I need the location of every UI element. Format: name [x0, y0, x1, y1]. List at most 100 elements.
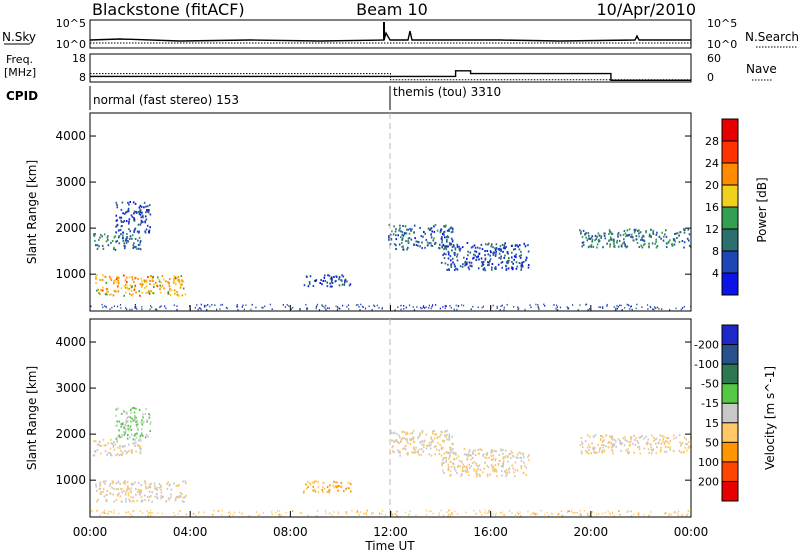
scatter-cell	[625, 449, 627, 452]
scatter-cell	[331, 282, 334, 284]
scatter-cell	[331, 285, 333, 288]
scatter-cell	[374, 305, 376, 308]
scatter-cell	[512, 467, 514, 470]
scatter-cell	[475, 258, 478, 261]
scatter-cell	[225, 306, 227, 309]
scatter-cell	[131, 234, 134, 237]
scatter-cell	[389, 233, 392, 236]
scatter-cell	[540, 509, 542, 512]
scatter-cell	[156, 489, 159, 491]
scatter-cell	[509, 457, 512, 460]
scatter-cell	[133, 288, 136, 291]
scatter-cell	[139, 240, 142, 243]
scatter-cell	[631, 233, 633, 236]
scatter-cell	[488, 512, 490, 514]
scatter-cell	[179, 492, 182, 494]
scatter-cell	[651, 452, 653, 455]
scatter-cell	[474, 250, 476, 253]
scatter-cell	[121, 445, 124, 448]
scatter-cell	[454, 469, 457, 472]
scatter-cell	[449, 243, 451, 246]
scatter-cell	[613, 245, 615, 248]
scatter-cell	[326, 486, 329, 488]
scatter-cell	[433, 230, 436, 233]
scatter-cell	[110, 442, 112, 445]
colorbar-tick-label: 200	[698, 475, 719, 488]
scatter-cell	[457, 455, 460, 458]
scatter-cell	[446, 429, 448, 432]
scatter-cell	[403, 305, 405, 307]
scatter-cell	[427, 244, 429, 247]
scatter-cell	[135, 493, 137, 496]
scatter-cell	[349, 482, 352, 485]
scatter-cell	[445, 248, 448, 251]
scatter-cell	[588, 443, 590, 446]
scatter-cell	[642, 244, 645, 246]
velocity-ylabel: Slant Range [km]	[25, 366, 39, 470]
scatter-cell	[173, 304, 175, 306]
scatter-cell	[502, 462, 504, 465]
scatter-cell	[660, 446, 662, 449]
scatter-cell	[403, 233, 406, 236]
scatter-cell	[656, 231, 658, 234]
scatter-cell	[278, 510, 281, 512]
scatter-cell	[123, 489, 125, 492]
scatter-cell	[139, 211, 142, 213]
scatter-cell	[135, 407, 137, 410]
scatter-cell	[371, 511, 373, 514]
scatter-cell	[120, 225, 123, 228]
scatter-cell	[613, 238, 615, 241]
scatter-cell	[573, 512, 575, 514]
scatter-cell	[601, 440, 604, 443]
scatter-cell	[668, 240, 670, 243]
scatter-cell	[504, 242, 506, 245]
scatter-cell	[472, 305, 474, 308]
scatter-cell	[620, 245, 623, 248]
scatter-cell	[463, 256, 465, 259]
scatter-cell	[145, 205, 147, 208]
scatter-cell	[113, 448, 116, 451]
scatter-cell	[490, 451, 493, 454]
scatter-cell	[661, 435, 664, 438]
scatter-cell	[149, 512, 151, 514]
scatter-cell	[167, 292, 170, 295]
colorbar-segment	[722, 422, 738, 443]
scatter-cell	[168, 281, 170, 284]
scatter-cell	[601, 449, 604, 452]
scatter-cell	[446, 438, 448, 441]
scatter-cell	[144, 221, 147, 224]
scatter-cell	[513, 255, 516, 258]
scatter-cell	[665, 440, 667, 443]
scatter-cell	[161, 512, 163, 515]
scatter-cell	[524, 308, 526, 311]
scatter-cell	[449, 455, 451, 458]
scatter-cell	[355, 304, 357, 306]
scatter-cell	[398, 434, 400, 437]
scatter-cell	[646, 304, 649, 306]
scatter-cell	[116, 493, 119, 496]
scatter-cell	[170, 289, 173, 292]
scatter-cell	[118, 235, 121, 237]
scatter-cell	[632, 442, 634, 445]
scatter-cell	[470, 264, 473, 267]
scatter-cell	[395, 440, 398, 443]
scatter-cell	[484, 258, 487, 261]
scatter-cell	[678, 510, 680, 513]
scatter-cell	[415, 244, 418, 246]
scatter-cell	[425, 306, 427, 308]
scatter-cell	[520, 457, 523, 460]
scatter-cell	[580, 232, 582, 235]
scatter-cell	[325, 304, 327, 307]
colorbar-tick-label: 24	[705, 157, 719, 170]
scatter-cell	[601, 512, 603, 515]
scatter-cell	[473, 461, 476, 464]
scatter-cell	[429, 228, 432, 231]
scatter-cell	[494, 266, 497, 269]
scatter-cell	[634, 230, 636, 233]
scatter-cell	[492, 253, 495, 256]
scatter-cell	[163, 287, 165, 290]
scatter-cell	[516, 456, 519, 459]
scatter-cell	[593, 448, 595, 450]
scatter-cell	[518, 262, 521, 264]
scatter-cell	[440, 446, 443, 449]
